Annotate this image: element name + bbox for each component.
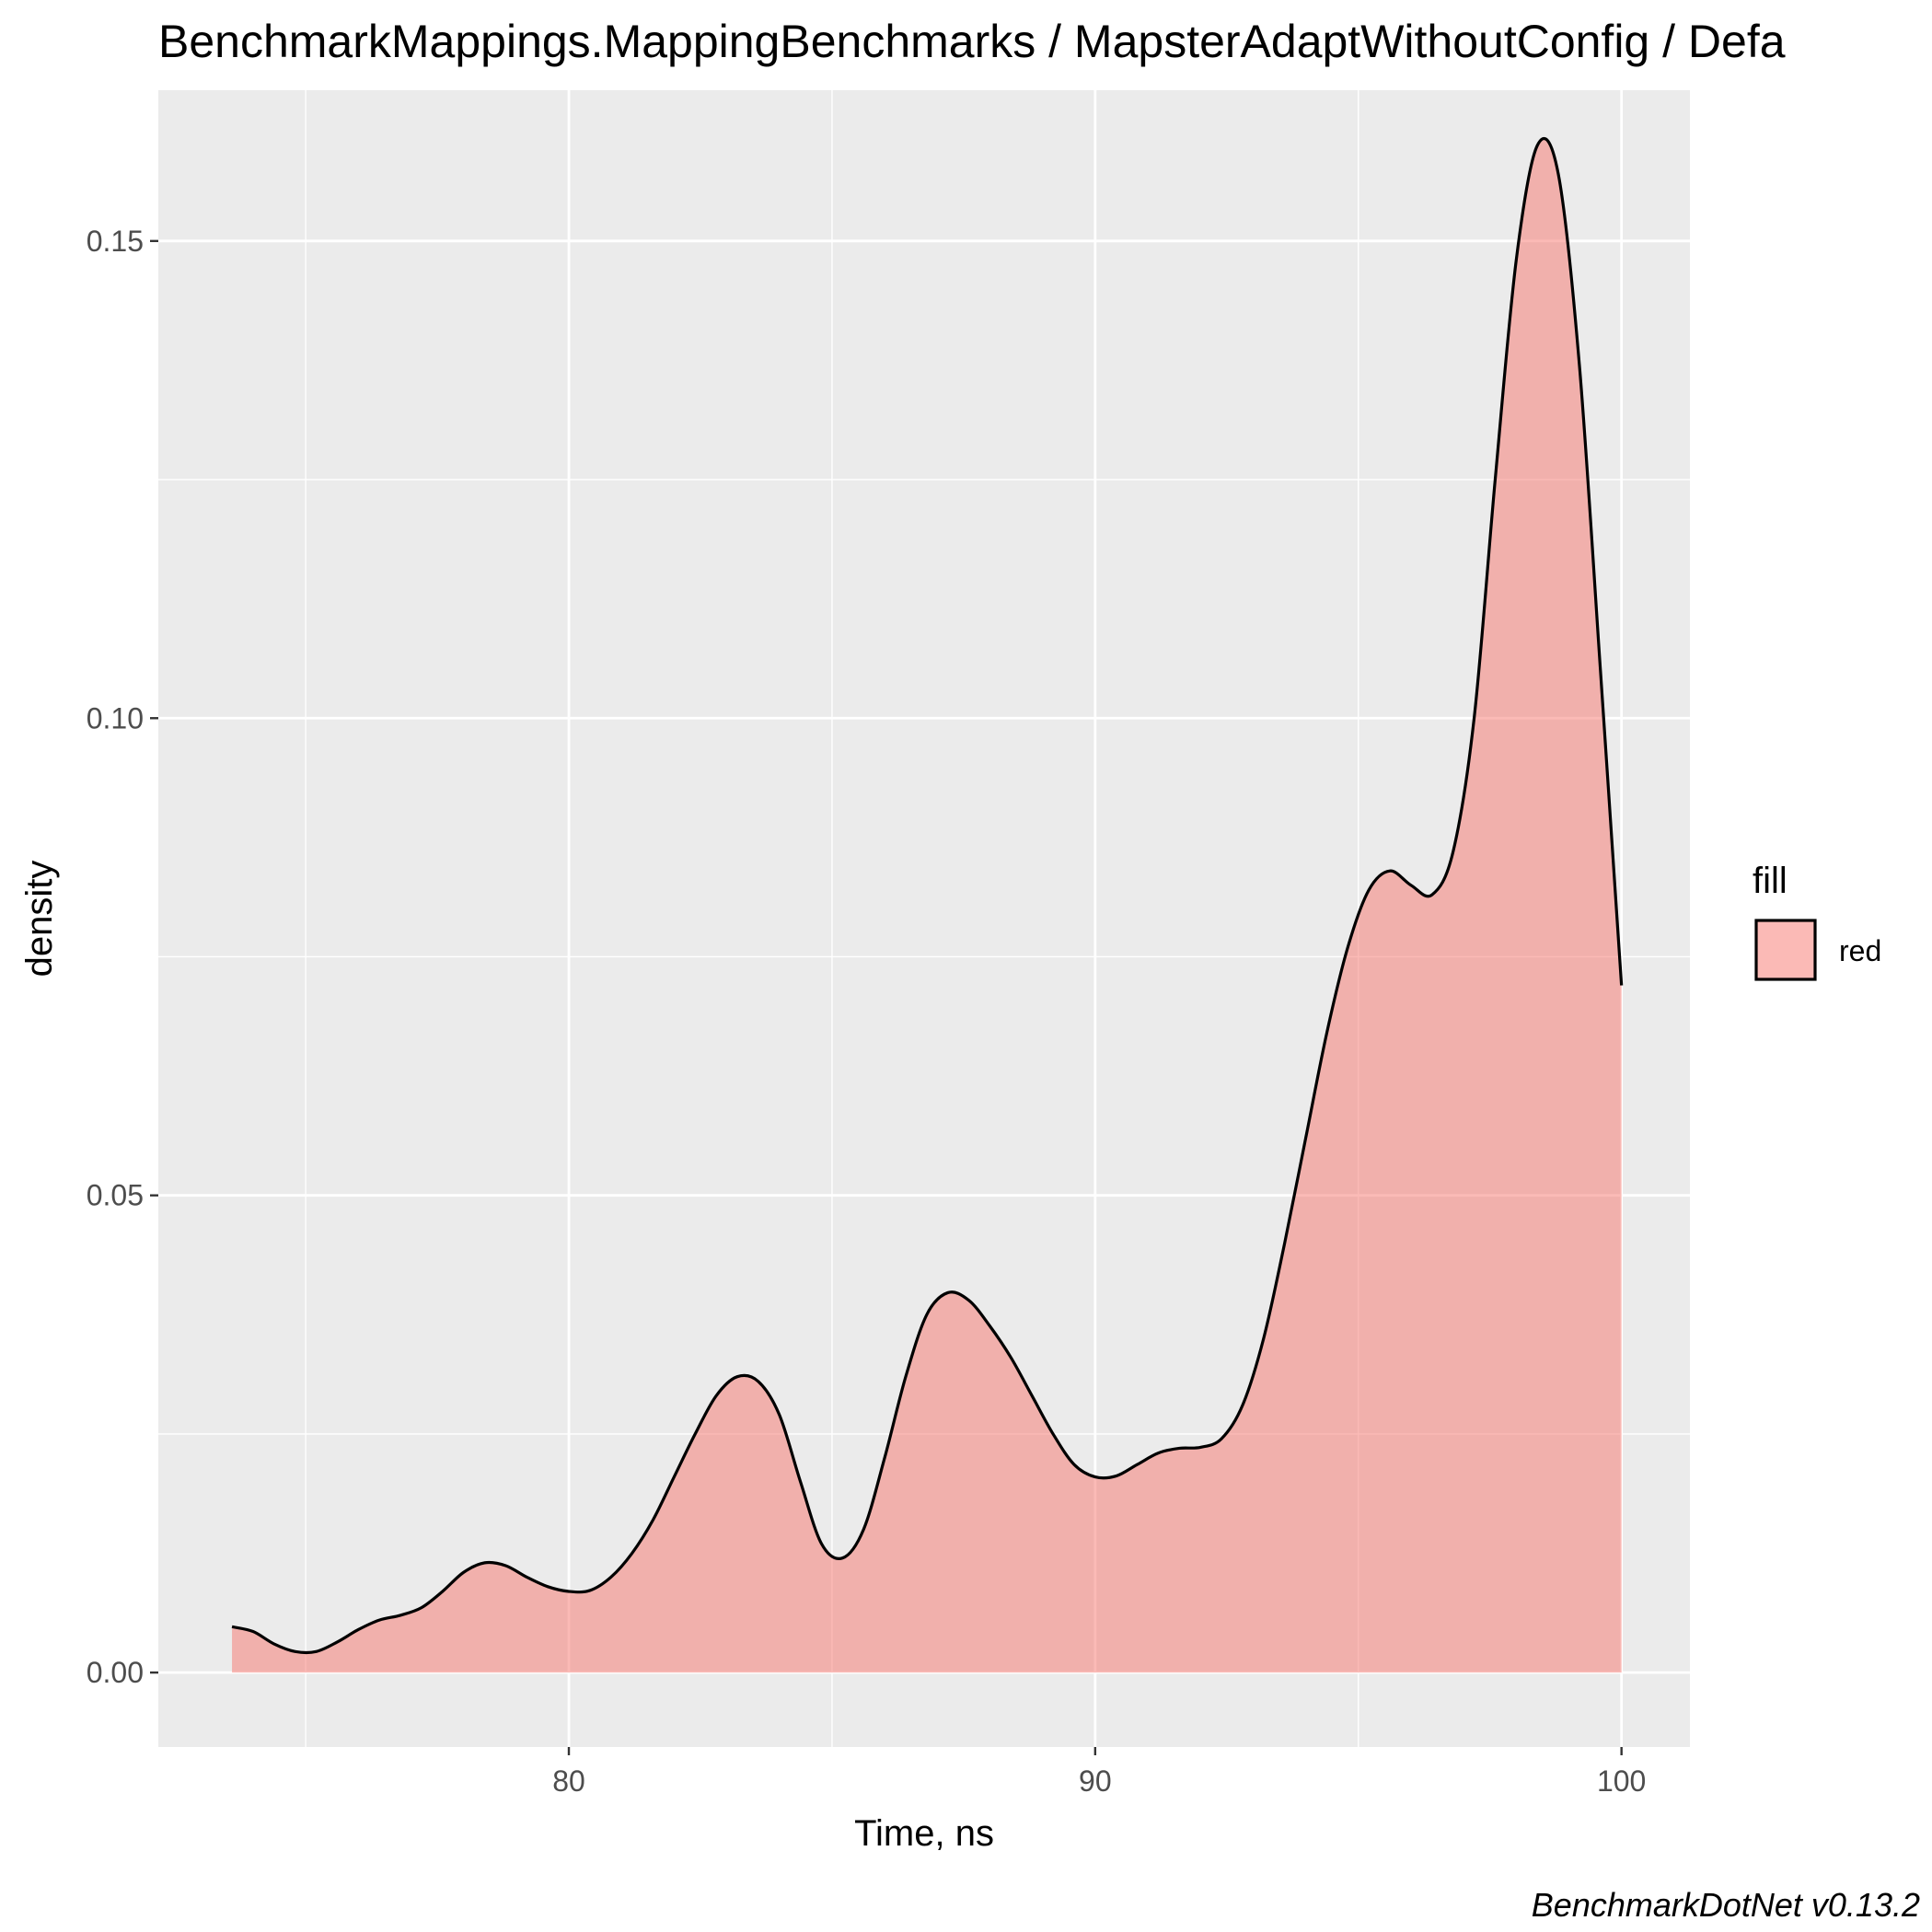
x-tick-label: 100 [1597, 1764, 1646, 1798]
y-tick-label: 0.00 [87, 1656, 144, 1689]
y-axis: 0.00 0.05 0.10 0.15 [87, 225, 158, 1689]
y-axis-title: density [19, 861, 60, 978]
y-tick-label: 0.10 [87, 701, 144, 735]
x-axis: 80 90 100 [552, 1747, 1646, 1798]
chart-title: BenchmarkMappings.MappingBenchmarks / Ma… [158, 16, 1786, 67]
legend-label-red: red [1839, 934, 1881, 967]
legend-key-red [1754, 919, 1817, 981]
y-tick-label: 0.05 [87, 1179, 144, 1212]
density-line [231, 136, 1624, 1655]
legend-title: fill [1753, 861, 1787, 901]
x-tick-label: 90 [1079, 1764, 1112, 1798]
x-tick-label: 80 [552, 1764, 585, 1798]
legend: fill red [1753, 861, 1881, 981]
caption: BenchmarkDotNet v0.13.2 [1532, 1886, 1920, 1924]
density-area [232, 138, 1622, 1673]
x-axis-title: Time, ns [854, 1813, 994, 1854]
y-tick-label: 0.15 [87, 225, 144, 258]
